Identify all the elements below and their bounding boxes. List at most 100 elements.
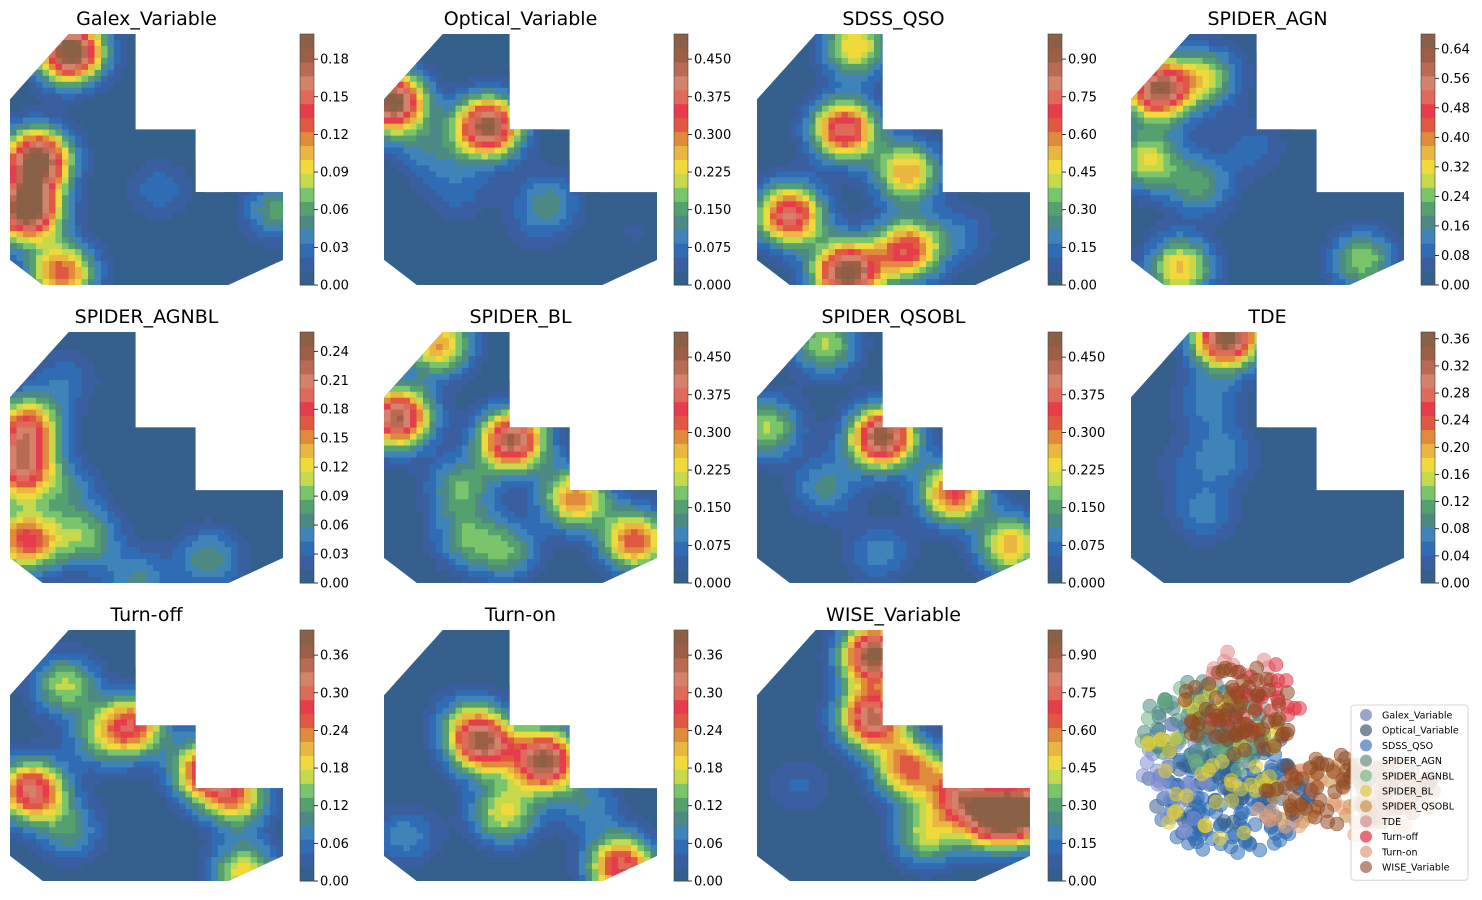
scatter-point	[1186, 811, 1202, 826]
colorbar-tick-label: 0.075	[694, 241, 731, 256]
scatter-point	[1314, 756, 1330, 771]
scatter-point	[1150, 773, 1165, 788]
scatter-point	[1185, 715, 1200, 731]
scatter-point	[1326, 764, 1341, 779]
colorbar: 0.00 0.06 0.12 0.18 0.24 0.30 0.36	[299, 629, 349, 890]
scatter-point	[1268, 657, 1284, 672]
colorbar-tick-label: 0.00	[1068, 875, 1097, 890]
scatter-point	[1251, 802, 1266, 817]
colorbar-tick-label: 0.06	[320, 519, 349, 534]
scatter-point	[1224, 776, 1240, 792]
panel-title: SPIDER_BL	[469, 306, 571, 328]
scatter-point	[1329, 816, 1345, 832]
scatter-point	[1226, 746, 1242, 762]
colorbar-tick-label: 0.24	[320, 724, 349, 739]
scatter-point	[1309, 779, 1325, 795]
colorbar-tick-label: 0.15	[320, 90, 349, 105]
legend-label: Turn-off	[1381, 832, 1419, 843]
colorbar-tick-label: 0.450	[694, 351, 731, 366]
colorbar-tick-label: 0.90	[1068, 53, 1097, 68]
colorbar-tick-label: 0.300	[694, 128, 731, 143]
colorbar: 0.000 0.075 0.150 0.225 0.300 0.375 0.450	[673, 331, 731, 592]
panel-title: WISE_Variable	[826, 604, 961, 626]
scatter-point	[1208, 690, 1224, 705]
scatter-point	[1333, 747, 1349, 763]
legend-marker	[1360, 845, 1372, 858]
contour-field	[384, 34, 657, 285]
panel-wise-variable: WISE_Variable 0.00 0.15 0.30 0.45 0.60 0.75 0.9…	[757, 604, 1097, 890]
colorbar-tick-label: 0.00	[694, 875, 723, 890]
colorbar: 0.00 0.03 0.06 0.09 0.12 0.15 0.18	[299, 33, 349, 294]
panel-title: SPIDER_AGNBL	[75, 306, 219, 328]
colorbar-tick-label: 0.24	[1441, 414, 1470, 429]
legend-marker	[1360, 830, 1372, 843]
colorbar-tick-label: 0.32	[1441, 160, 1470, 175]
scatter-point	[1307, 809, 1323, 825]
contour-field	[10, 630, 283, 881]
colorbar: 0.000 0.075 0.150 0.225 0.300 0.375 0.450	[1047, 331, 1105, 592]
legend-marker	[1360, 739, 1372, 752]
colorbar-tick-label: 0.300	[694, 426, 731, 441]
scatter-point	[1261, 714, 1276, 729]
legend-label: SPIDER_AGN	[1382, 756, 1442, 767]
colorbar-tick-label: 0.75	[1068, 90, 1097, 105]
legend-marker	[1360, 769, 1372, 782]
colorbar-tick-label: 0.00	[320, 875, 349, 890]
colorbar-tick-label: 0.18	[320, 403, 349, 418]
colorbar-tick-label: 0.00	[1068, 279, 1097, 294]
legend-marker	[1360, 709, 1372, 721]
panel-sdss-qso: SDSS_QSO 0.00 0.15 0.30 0.45 0.60 0.75 0.90	[757, 8, 1097, 294]
panels: Galex_Variable0.000.030.060.090.120.150.…	[10, 8, 1470, 890]
colorbar-tick-label: 0.150	[694, 203, 731, 218]
colorbar-tick-label: 0.09	[320, 490, 349, 505]
scatter-point	[1249, 660, 1264, 676]
colorbar: 0.00 0.08 0.16 0.24 0.32 0.40 0.48 0.56 0.64	[1420, 33, 1470, 294]
panel-spider-agn: SPIDER_AGN0.000.080.160.240.320.400.480.…	[1131, 8, 1470, 294]
colorbar-tick-label: 0.24	[694, 724, 723, 739]
contour-field	[384, 332, 657, 583]
scatter-point	[1212, 830, 1228, 846]
scatter-point	[1251, 686, 1266, 702]
legend-label: SPIDER_AGNBL	[1382, 771, 1455, 782]
scatter-point	[1230, 845, 1245, 860]
scatter-point	[1230, 686, 1245, 701]
legend-label: SPIDER_QSOBL	[1382, 802, 1455, 813]
contour-field	[384, 630, 657, 881]
colorbar: 0.000 0.075 0.150 0.225 0.300 0.375 0.450	[673, 33, 731, 294]
colorbar-tick-label: 0.60	[1068, 724, 1097, 739]
scatter-point	[1158, 763, 1173, 779]
scatter-point	[1176, 823, 1192, 839]
contour-field	[1131, 332, 1404, 583]
panel-title: Turn-on	[484, 604, 556, 626]
colorbar-tick-label: 0.64	[1441, 42, 1470, 57]
panel-title: SDSS_QSO	[842, 8, 944, 30]
legend-label: TDE	[1381, 817, 1401, 828]
colorbar-tick-label: 0.45	[1068, 762, 1097, 777]
scatter-point	[1188, 753, 1203, 769]
scatter-point	[1282, 798, 1298, 814]
colorbar-tick-label: 0.20	[1441, 441, 1470, 456]
scatter-point	[1261, 783, 1276, 799]
scatter-point	[1292, 701, 1307, 716]
panel-optical-variable: Optical_Variable 0.000 0.075 0.150 0.225 0.30…	[384, 8, 731, 294]
scatter-point	[1188, 831, 1203, 847]
colorbar-tick-label: 0.08	[1441, 249, 1470, 264]
colorbar-tick-label: 0.075	[694, 539, 731, 554]
panel-spider-qsobl: SPIDER_QSOBL 0.000 0.075 0.150 0.225 0.300 0.3…	[757, 306, 1105, 592]
colorbar-tick-label: 0.375	[694, 90, 731, 105]
colorbar-tick-label: 0.90	[1068, 649, 1097, 664]
colorbar-tick-label: 0.375	[694, 388, 731, 403]
panel-title: Turn-off	[109, 604, 183, 626]
contour-field	[10, 332, 283, 583]
colorbar-tick-label: 0.30	[1068, 203, 1097, 218]
colorbar-tick-label: 0.225	[694, 166, 731, 181]
colorbar-tick-label: 0.36	[320, 649, 349, 664]
legend-marker	[1360, 861, 1372, 873]
colorbar: 0.00 0.04 0.08 0.12 0.16 0.20 0.24 0.28 0.32 0.36	[1420, 331, 1470, 592]
colorbar-tick-label: 0.00	[320, 279, 349, 294]
scatter-point	[1204, 704, 1220, 719]
colorbar-tick-label: 0.56	[1441, 72, 1470, 87]
colorbar-tick-label: 0.000	[1068, 577, 1105, 592]
scatter-point	[1226, 814, 1241, 830]
colorbar-tick-label: 0.00	[320, 577, 349, 592]
